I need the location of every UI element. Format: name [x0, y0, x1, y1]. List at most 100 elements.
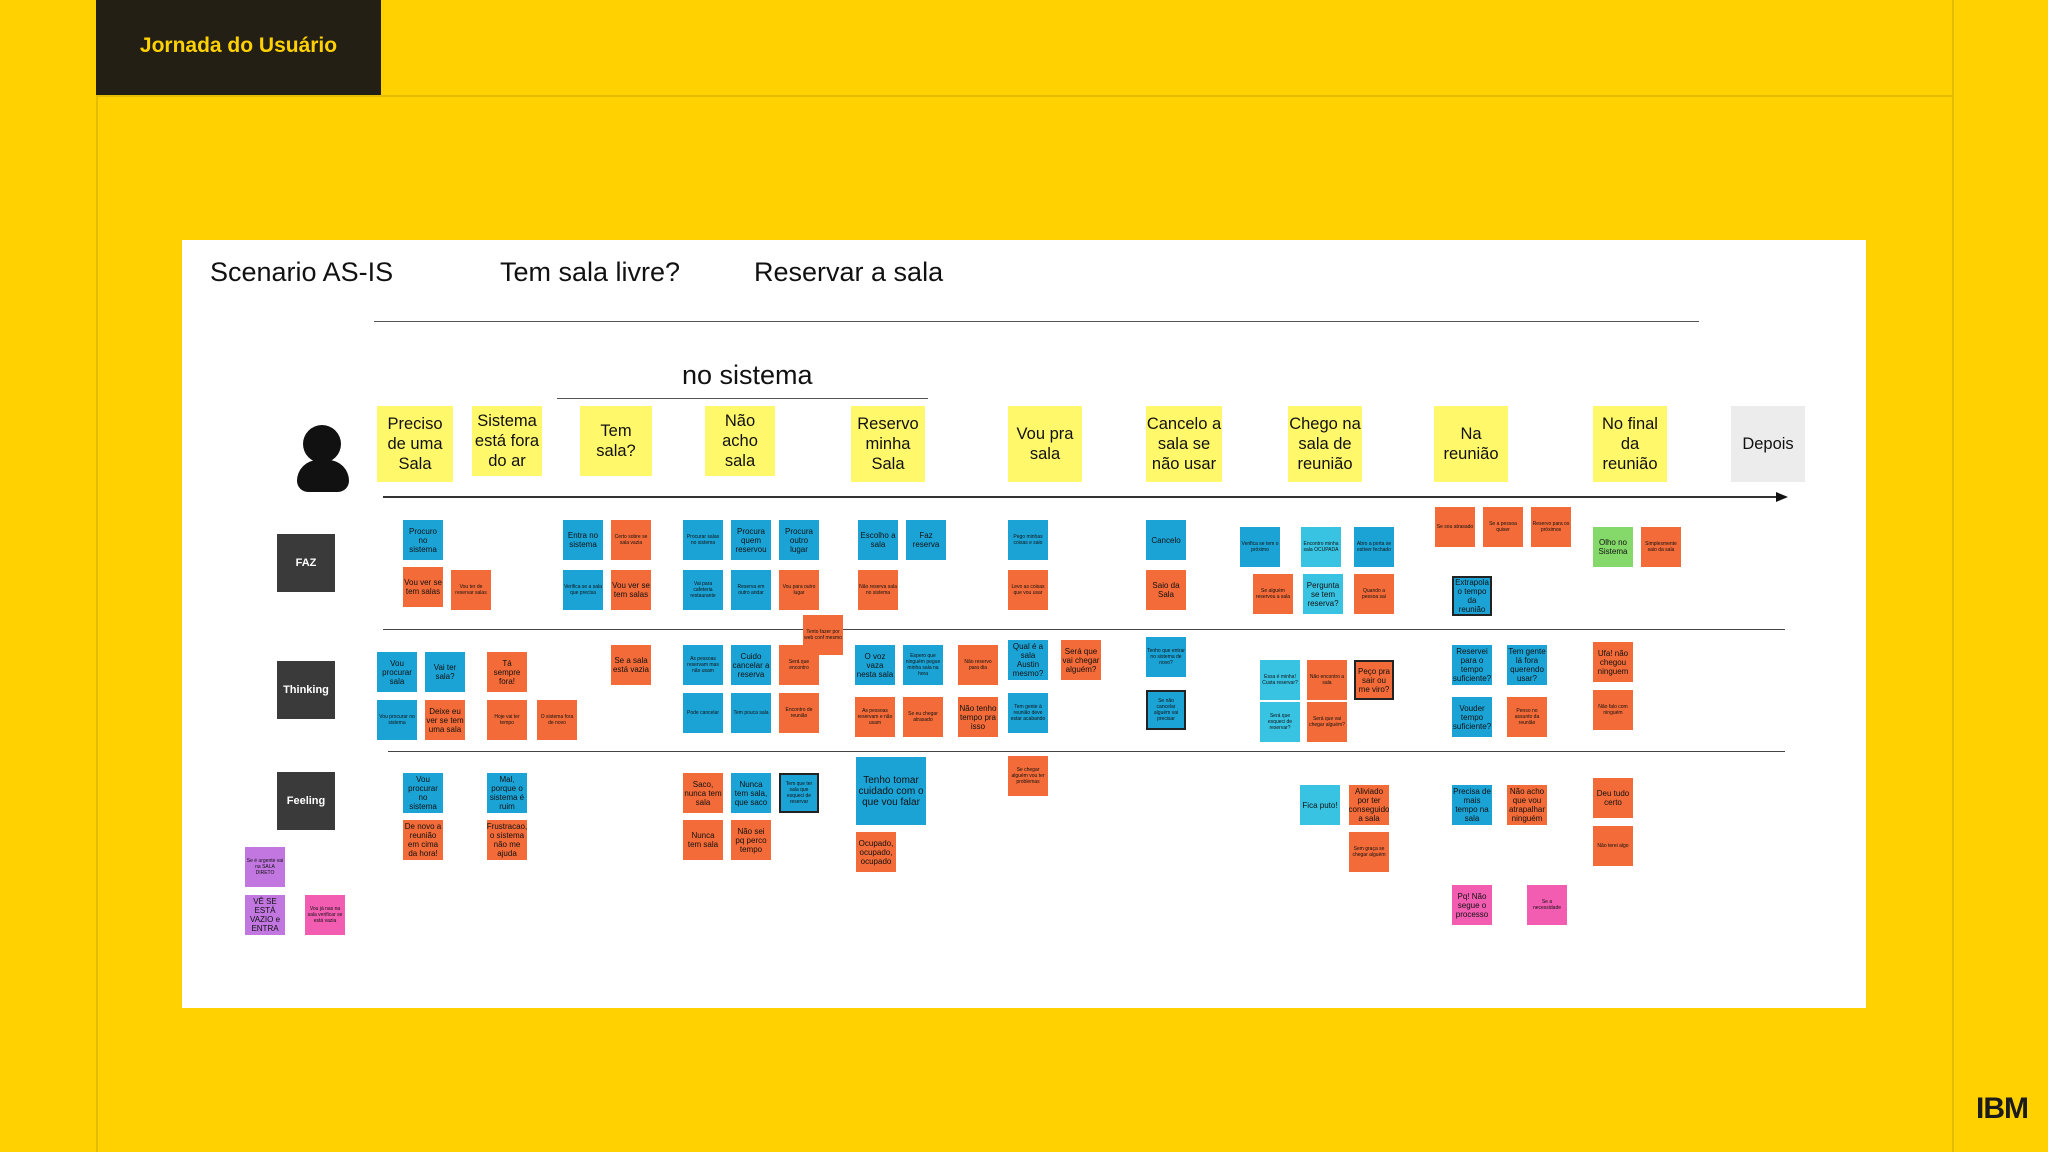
sticky-note: Reservei para o tempo suficiente?	[1452, 645, 1492, 685]
scenario-header: Scenario AS-IS	[210, 257, 394, 287]
sticky-note: Se a pessoa quiser	[1483, 507, 1523, 547]
sticky-note: Faz reserva	[906, 520, 946, 560]
sticky-note: Procura quem reservou	[731, 520, 771, 560]
sticky-note: Penso no assunto da reunião	[1507, 697, 1547, 737]
sticky-note: Se sou atrasado	[1435, 507, 1475, 547]
sticky-note: Verifica se a sala que precisa	[563, 570, 603, 610]
sticky-note: Certo sobre se sala vazia	[611, 520, 651, 560]
sticky-note: Qual é a sala Austin mesmo?	[1008, 640, 1048, 680]
step-depois: Depois	[1731, 406, 1805, 482]
sticky-note-large: Tenho tomar cuidado com o que vou falar	[856, 757, 926, 825]
sticky-note: Encontro de reunião	[779, 693, 819, 733]
sticky-note: Nunca tem sala, que saco	[731, 773, 771, 813]
page-title: Jornada do Usuário	[139, 34, 338, 57]
right-guide-line	[1952, 0, 1954, 1152]
sticky-note: Essa é minha! Custa reservar?	[1260, 660, 1300, 700]
timeline-top-line	[374, 321, 1699, 322]
sticky-note: Deu tudo certo	[1593, 778, 1633, 818]
sticky-note: Pq! Não segue o processo	[1452, 885, 1492, 925]
step-tem-sala: Tem sala?	[580, 406, 652, 476]
sticky-note: Peço pra sair ou me viro?	[1354, 660, 1394, 700]
sticky-note: Se a sala está vazia	[611, 645, 651, 685]
sticky-note: Será que encontro	[779, 645, 819, 685]
sticky-note: Sem graça se chegar alguém	[1349, 832, 1389, 872]
sticky-note: Vou procurar sala	[377, 652, 417, 692]
sticky-note: Será que esqueci de reservar?	[1260, 702, 1300, 742]
sticky-note: O voz vaza nesta sala	[855, 645, 895, 685]
row-divider-2	[388, 751, 1785, 752]
sticky-note: Tem que ter sala que esqueci de reservar	[779, 773, 819, 813]
ibm-logo: IBM	[1976, 1092, 2029, 1125]
sticky-note: Se é urgente vai na SALA DIRETO	[245, 847, 285, 887]
sticky-note: As pessoas reservam e não usam	[855, 697, 895, 737]
sticky-note: Não sei pq perco tempo	[731, 820, 771, 860]
sticky-note: Olho no Sistema	[1593, 527, 1633, 567]
sticky-note: Levo as coisas que vou usar	[1008, 570, 1048, 610]
sticky-note: Tento fazer por web conf mesmo	[803, 615, 843, 655]
step-nao-acho-sala: Não acho sala	[705, 406, 775, 476]
sticky-note: Hoje vai ter tempo	[487, 700, 527, 740]
sticky-note: Escolho a sala	[858, 520, 898, 560]
step-reservo-sala: Reservo minha Sala	[851, 406, 925, 482]
user-avatar-body	[297, 460, 349, 492]
phase-header-tem-sala: Tem sala livre?	[500, 257, 681, 287]
user-avatar-icon	[303, 425, 341, 463]
sticky-note: VÊ SE ESTÁ VAZIO e ENTRA	[245, 895, 285, 935]
sticky-note: Saio da Sala	[1146, 570, 1186, 610]
sticky-note: Não reserva sala no sistema	[858, 570, 898, 610]
no-sistema-underline	[557, 398, 928, 399]
row-label-feeling: Feeling	[277, 772, 335, 830]
sticky-note: Aliviado por ter conseguido a sala	[1349, 785, 1389, 825]
sticky-note: Não falo com ninguém	[1593, 690, 1633, 730]
sticky-note: Vou procurar no sistema	[403, 773, 443, 813]
sticky-note: Pergunta se tem reserva?	[1303, 574, 1343, 614]
sticky-note: Vou já nas na sala verificar se está vaz…	[305, 895, 345, 935]
sticky-note: Verifica se tem o próximo	[1240, 527, 1280, 567]
sticky-note: Não terei algo	[1593, 826, 1633, 866]
sticky-note: Se chegar alguém vou ter problemas	[1008, 756, 1048, 796]
sticky-note: Frustracao, o sistema não me ajuda	[487, 820, 527, 860]
arrowhead-icon	[1776, 492, 1788, 502]
step-preciso-sala: Preciso de uma Sala	[377, 406, 453, 482]
left-guide-line	[96, 95, 98, 1152]
sticky-note: Vou para outro lugar	[779, 570, 819, 610]
step-na-reuniao: Na reunião	[1434, 406, 1508, 482]
sticky-note: Pode cancelar	[683, 693, 723, 733]
sticky-note: Quando a pessoa sai	[1354, 574, 1394, 614]
sticky-note: Saco, nunca tem sala	[683, 773, 723, 813]
phase-header-reservar: Reservar a sala	[754, 257, 944, 287]
sticky-note: Entra no sistema	[563, 520, 603, 560]
sticky-note: Tem pouca sala	[731, 693, 771, 733]
sticky-note: As pessoas reservam mas não usam	[683, 645, 723, 685]
sticky-note: Se eu chegar atrasado	[903, 697, 943, 737]
sticky-note: Ufa! não chegou ninguem	[1593, 642, 1633, 682]
sticky-note: Fica puto!	[1300, 785, 1340, 825]
sticky-note: Se não cancelar alguém vai precisar	[1146, 690, 1186, 730]
sticky-note: Não tenho tempo pra isso	[958, 697, 998, 737]
sticky-note: De novo a reunião em cima da hora!	[403, 820, 443, 860]
sticky-note: Tenho que entrar no sistema de novo?	[1146, 637, 1186, 677]
step-vou-pra-sala: Vou pra sala	[1008, 406, 1082, 482]
step-chego-sala: Chego na sala de reunião	[1288, 406, 1362, 482]
sticky-note: Cancelo	[1146, 520, 1186, 560]
top-guide-line	[96, 95, 1952, 97]
step-sistema-fora: Sistema está fora do ar	[472, 406, 542, 476]
sticky-note: Vou ter de reservar salas	[451, 570, 491, 610]
sticky-note: Se a necessidade	[1527, 885, 1567, 925]
sticky-note: Vai para cafeteria restaurante	[683, 570, 723, 610]
sticky-note: Pego minhas coisas e saio	[1008, 520, 1048, 560]
sticky-note: Precisa de mais tempo na sala	[1452, 785, 1492, 825]
sticky-note: Procurar salas no sistema	[683, 520, 723, 560]
row-label-thinking: Thinking	[277, 661, 335, 719]
row-divider-1	[383, 629, 1785, 630]
sticky-note: Nunca tem sala	[683, 820, 723, 860]
sticky-note: Tem gente lá fora querendo usar?	[1507, 645, 1547, 685]
sticky-note: Tem gente à reunião deve estar acabando	[1008, 693, 1048, 733]
row-label-faz: FAZ	[277, 534, 335, 592]
sticky-note: O sistema fora de novo	[537, 700, 577, 740]
journey-arrow-line	[383, 496, 1778, 498]
sticky-note: Procuro no sistema	[403, 520, 443, 560]
step-final-reuniao: No final da reunião	[1593, 406, 1667, 482]
sticky-note: Se alguém reservou a sala	[1253, 574, 1293, 614]
sticky-note: Simplesmente saio da sala	[1641, 527, 1681, 567]
